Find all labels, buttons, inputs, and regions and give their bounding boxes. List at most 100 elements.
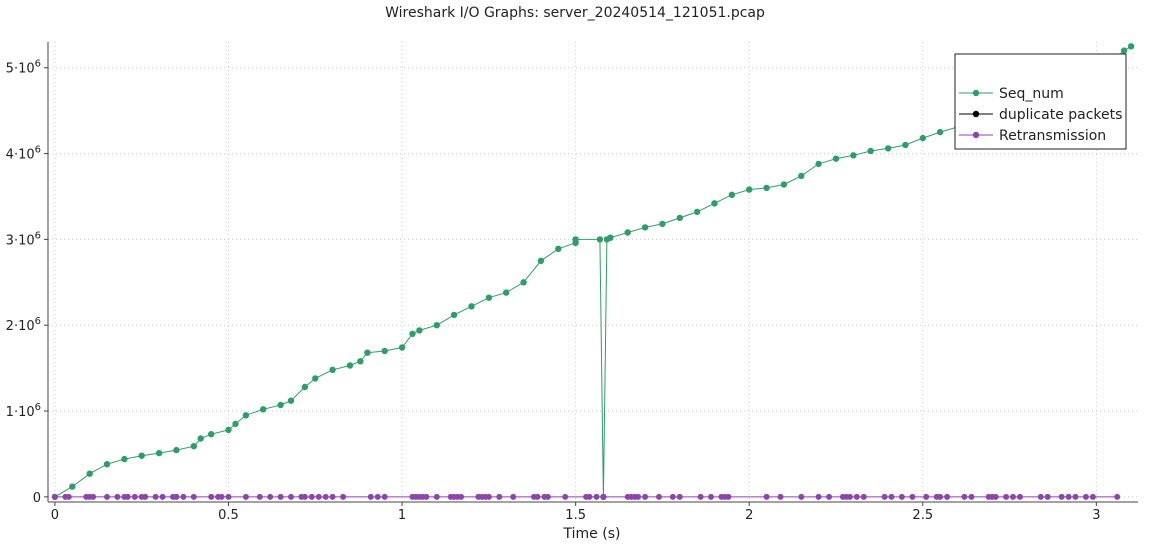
data-point — [798, 493, 805, 500]
data-point — [961, 493, 968, 500]
y-tick-label: 2·106 — [6, 316, 41, 334]
data-point — [267, 493, 274, 500]
data-point — [708, 493, 714, 500]
data-point — [208, 493, 215, 500]
legend-item[interactable]: Seq_num — [959, 86, 1064, 102]
y-tick-label: 0 — [33, 491, 41, 506]
data-point — [242, 493, 249, 500]
legend-label: duplicate packets — [999, 107, 1122, 123]
data-point — [312, 375, 319, 382]
data-point — [322, 493, 329, 500]
data-point — [763, 493, 770, 500]
data-point — [693, 208, 701, 216]
data-point — [860, 493, 867, 500]
data-point — [367, 493, 374, 500]
data-point — [180, 493, 187, 500]
data-point — [607, 234, 614, 241]
data-point — [218, 493, 225, 500]
data-point — [65, 493, 72, 500]
legend-item[interactable]: Retransmission — [959, 128, 1106, 144]
data-point — [968, 493, 975, 500]
legend-box — [954, 53, 1127, 150]
data-point — [86, 470, 93, 477]
data-point — [1037, 493, 1044, 500]
data-point — [850, 152, 857, 159]
data-point — [450, 311, 458, 319]
axes — [47, 42, 1138, 503]
x-tick-label: 2 — [745, 508, 753, 523]
data-point — [138, 452, 145, 459]
data-point — [1114, 493, 1121, 500]
data-point — [1010, 493, 1016, 500]
data-point — [641, 224, 649, 231]
x-tick-label: 3 — [1092, 508, 1100, 523]
data-point — [142, 493, 149, 500]
data-point — [902, 141, 909, 149]
data-point — [1003, 493, 1010, 500]
data-point — [728, 191, 736, 198]
data-point — [635, 493, 642, 500]
data-point — [593, 493, 600, 500]
data-point — [458, 493, 465, 500]
legend-marker-swatch — [972, 110, 980, 118]
data-point — [867, 147, 874, 155]
data-point — [815, 493, 822, 500]
data-point — [1044, 493, 1051, 500]
data-point — [697, 493, 704, 500]
data-point — [232, 420, 239, 428]
y-tick-label: 1·106 — [6, 402, 41, 420]
data-point — [329, 366, 336, 373]
x-tick-label: 0 — [51, 508, 59, 523]
data-point — [936, 128, 944, 136]
data-point — [398, 344, 406, 351]
data-point — [114, 493, 121, 500]
data-point — [624, 229, 631, 236]
data-point — [884, 145, 892, 152]
data-point — [277, 493, 284, 500]
data-point — [104, 493, 110, 500]
data-point — [225, 493, 232, 500]
data-point — [1072, 493, 1079, 500]
y-tick-exponent: 6 — [35, 59, 41, 70]
data-point — [746, 186, 753, 193]
data-point — [572, 236, 579, 243]
data-point — [288, 493, 294, 500]
legend[interactable]: Seq_num duplicate packets Retransmission — [954, 53, 1127, 150]
data-point — [600, 493, 607, 500]
data-point — [780, 181, 788, 188]
data-point — [197, 435, 204, 442]
data-point — [485, 294, 493, 301]
data-point — [225, 426, 232, 434]
data-point — [669, 493, 676, 500]
data-point — [51, 493, 58, 500]
data-point — [815, 160, 822, 168]
data-point — [937, 493, 944, 500]
data-point — [329, 493, 336, 500]
data-point — [642, 493, 649, 500]
data-point — [853, 493, 860, 500]
data-point — [208, 431, 215, 438]
data-point — [846, 493, 853, 500]
data-point — [919, 134, 926, 142]
data-point — [173, 493, 180, 500]
data-point — [340, 493, 347, 500]
x-tick-label: 1.5 — [565, 508, 586, 523]
data-point — [190, 443, 197, 450]
data-point — [173, 446, 180, 454]
data-point — [562, 493, 569, 500]
data-point — [496, 493, 503, 500]
data-point — [364, 349, 371, 356]
data-point — [256, 493, 263, 500]
data-point — [152, 493, 159, 500]
legend-item[interactable]: duplicate packets — [959, 107, 1122, 123]
data-point — [1065, 493, 1072, 500]
data-point — [308, 493, 315, 500]
data-point — [659, 220, 666, 228]
data-point — [909, 493, 916, 500]
data-point — [1082, 493, 1089, 500]
data-point — [725, 493, 732, 500]
data-point — [416, 327, 423, 334]
data-point — [69, 483, 76, 490]
data-point — [898, 493, 905, 500]
